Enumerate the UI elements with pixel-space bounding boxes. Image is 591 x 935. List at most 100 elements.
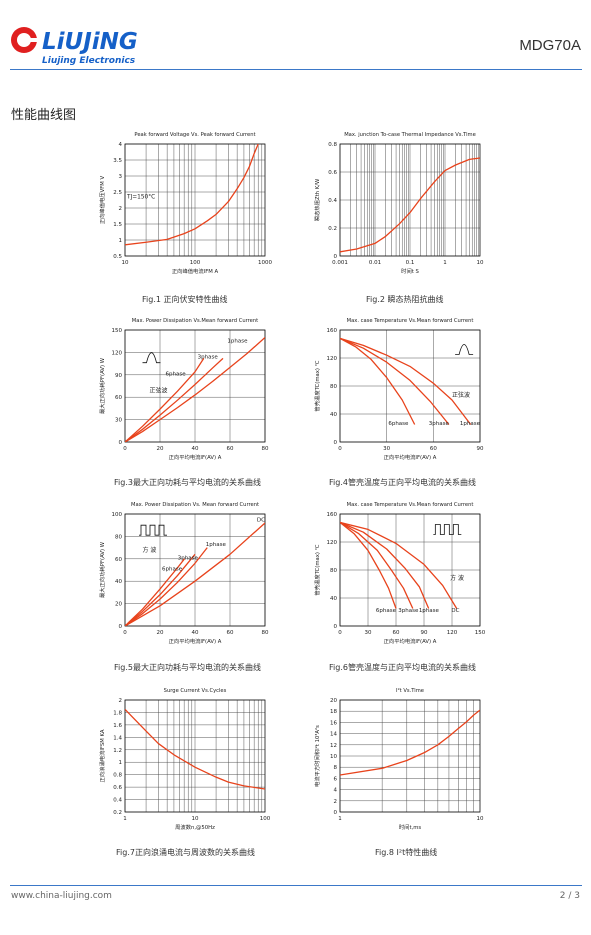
x-tick-label: 1 (338, 816, 342, 822)
y-tick-label: 3 (119, 174, 123, 180)
gridlines (339, 143, 480, 257)
y-tick-label: 1.5 (113, 222, 122, 228)
x-tick-label: 0 (338, 446, 342, 452)
y-tick-label: 3.5 (113, 158, 122, 164)
y-tick-label: 0 (334, 624, 338, 630)
footer-url[interactable]: www.china-liujing.com (11, 891, 112, 901)
chart-title: I²t Vs.Time (396, 688, 424, 694)
y-tick-label: 1.2 (113, 748, 122, 754)
series-line-1phase (125, 336, 265, 442)
chart-title: Max. case Temperature Vs.Mean forward Cu… (347, 502, 474, 508)
series-label: 6phase (376, 608, 397, 614)
fig5-svg: Max. Power Dissipation Vs. Mean forward … (98, 502, 269, 645)
y-tick-label: 0.4 (113, 798, 122, 804)
x-tick-label: 60 (430, 446, 437, 452)
y-tick-label: 0 (334, 254, 338, 260)
x-axis-label: 正向平均电流IF(AV) A (169, 453, 222, 461)
series-line-6phase (125, 358, 205, 442)
y-axis-label: 最大正向功耗PF(AV) W (98, 357, 106, 414)
y-tick-label: 1 (119, 760, 123, 766)
gridlines (124, 699, 265, 813)
x-tick-label: 20 (157, 446, 164, 452)
y-tick-label: 60 (115, 557, 122, 563)
chart-title: Surge Current Vs.Cycles (164, 688, 227, 694)
caption-fig4: Fig.4管壳温度与正向平均电流的关系曲线 (329, 478, 476, 487)
x-axis-label: 正向平均电流IF(AV) A (384, 637, 437, 645)
x-axis-label: 时间t S (401, 267, 419, 275)
plot-frame (339, 513, 481, 627)
x-tick-label: 1000 (258, 260, 272, 266)
chart-i2t: I²t Vs.Time 1 10 0 2 4 6 8 10 12 14 16 18 20 时间t,ms 电流平… (310, 686, 500, 846)
y-tick-label: 80 (330, 568, 337, 574)
y-tick-label: 1 (119, 238, 123, 244)
y-tick-label: 12 (330, 743, 337, 749)
y-tick-label: 40 (330, 412, 337, 418)
brand-wordmark: LiUJiNG (42, 29, 138, 55)
series-line (125, 708, 265, 790)
y-tick-label: 120 (327, 540, 338, 546)
y-tick-label: 20 (115, 602, 122, 608)
fig7-svg: Surge Current Vs.Cycles 1 10 100 0.2 0.4 0.6 0.… (98, 688, 271, 831)
caption-fig6: Fig.6管壳温度与正向平均电流的关系曲线 (329, 663, 476, 672)
fig3-svg: Max. Power Dissipation Vs.Mean forward C… (98, 318, 269, 461)
y-axis-label: 最大正向功耗PF(AV) W (98, 541, 106, 598)
chart-thermal-impedance: Max. junction To-case Thermal Impedance … (310, 130, 500, 290)
series-label: 6phase (388, 421, 409, 427)
y-axis-label: 管壳温度TC(max) ℃ (313, 360, 321, 411)
series-label: 6phase (166, 372, 187, 378)
y-tick-label: 0 (119, 440, 123, 446)
y-tick-label: 4 (119, 142, 123, 148)
header-rule (10, 69, 582, 70)
chart-title: Max. Power Dissipation Vs. Mean forward … (131, 502, 259, 508)
series-label: 1phase (419, 608, 440, 614)
y-axis-label: 管壳温度TC(max) ℃ (313, 544, 321, 595)
y-tick-label: 120 (327, 356, 338, 362)
series-label: 1phase (227, 339, 248, 345)
y-tick-label: 40 (330, 596, 337, 602)
y-tick-label: 0.4 (328, 198, 337, 204)
series-label: 1phase (206, 542, 227, 548)
y-tick-label: 0.5 (113, 254, 122, 260)
fig2-svg: Max. junction To-case Thermal Impedance … (313, 132, 484, 275)
footer-rule (10, 885, 582, 886)
y-tick-label: 14 (330, 732, 337, 738)
x-tick-label: 150 (475, 630, 486, 636)
fig8-svg: I²t Vs.Time 1 10 0 2 4 6 8 10 12 14 16 18 20 时间t,ms 电流平… (313, 688, 484, 831)
plot-frame (124, 329, 266, 443)
x-tick-label: 10 (477, 816, 484, 822)
y-tick-label: 120 (112, 350, 123, 356)
y-tick-label: 100 (112, 512, 123, 518)
y-tick-label: 60 (115, 395, 122, 401)
y-axis-label: 正向浪涌电流IFSM KA (98, 729, 106, 782)
series-line-6phase (340, 521, 397, 609)
x-tick-label: 120 (447, 630, 458, 636)
caption-fig3: Fig.3最大正向功耗与平均电流的关系曲线 (114, 478, 261, 487)
section-title: 性能曲线图 (11, 108, 77, 123)
chart-forward-voltage: Peak forward Voltage Vs. Peak forward Cu… (95, 130, 285, 290)
x-tick-label: 60 (227, 446, 234, 452)
series-line (125, 144, 259, 246)
page-number: 2 / 3 (559, 891, 580, 901)
x-axis-label: 正向峰值电流IFM A (172, 267, 219, 275)
waveform-legend-label: 正弦波 (150, 387, 168, 395)
x-tick-label: 20 (157, 630, 164, 636)
y-tick-label: 90 (115, 373, 122, 379)
x-tick-label: 0.01 (369, 260, 381, 266)
y-tick-label: 10 (330, 754, 337, 760)
plot-frame (124, 143, 266, 257)
brand-subtitle: Liujing Electronics (42, 56, 136, 66)
x-tick-label: 10 (477, 260, 484, 266)
x-tick-label: 0 (123, 446, 127, 452)
series-label: 3phase (178, 556, 199, 562)
chart-title: Max. Power Dissipation Vs.Mean forward C… (132, 318, 258, 324)
series-label: 6phase (162, 567, 183, 573)
chart-case-temp-sine: Max. case Temperature Vs.Mean forward Cu… (310, 316, 500, 476)
y-tick-label: 2 (119, 698, 123, 704)
y-tick-label: 0.8 (328, 142, 337, 148)
x-tick-label: 30 (365, 630, 372, 636)
y-tick-label: 0 (334, 810, 338, 816)
caption-fig2: Fig.2 瞬态热阻抗曲线 (366, 295, 444, 304)
series-label: DC (257, 517, 265, 523)
y-tick-label: 1.4 (113, 735, 122, 741)
sine-wave-icon (142, 352, 161, 364)
